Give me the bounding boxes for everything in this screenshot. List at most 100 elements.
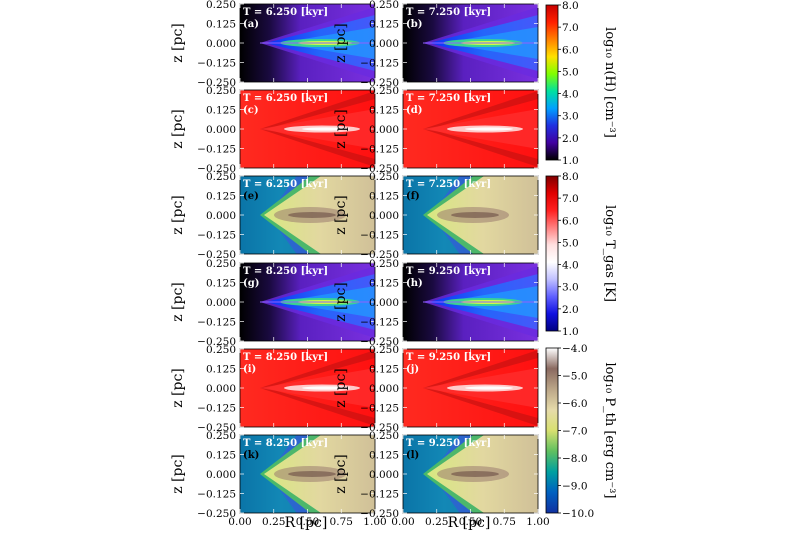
y-tick-label: 0.250 [206,85,236,97]
panel-time-label: T = 8.250 [kyr] [243,266,328,277]
x-tick-label: 1.00 [526,516,549,528]
y-tick-label: −0.125 [360,58,399,70]
y-tick-label: 0.125 [206,278,236,290]
y-tick-label: 0.125 [369,19,399,31]
colorbar-tick-label: 8.0 [562,0,579,12]
panel-time-label: T = 6.250 [kyr] [243,93,328,104]
panel-time-label: T = 9.250 [kyr] [406,352,491,363]
colorbar-tick-label: 7.0 [562,22,579,34]
y-tick-label: −0.125 [360,403,399,415]
y-axis-label: z [pc] [333,454,349,494]
panel-c: T = 6.250 [kyr](c) [239,89,376,169]
panel-j: T = 9.250 [kyr](j) [402,348,539,428]
y-tick-label: 0.125 [206,191,236,203]
y-tick-label: −0.250 [360,163,399,175]
y-tick-label: 0.125 [369,105,399,117]
panel-h: T = 9.250 [kyr](h) [402,262,539,342]
y-tick-label: 0.250 [206,0,236,11]
y-tick-label: −0.250 [360,422,399,434]
colorbar-tick-label: 6.0 [562,215,579,227]
panel-e: T = 6.250 [kyr](e) [239,175,376,255]
y-tick-label: 0.125 [369,364,399,376]
x-tick-label: 0.50 [296,516,319,528]
colorbar-tick-label: 3.0 [562,111,579,123]
y-tick-label: 0.000 [369,210,399,222]
colorbar-tick-label: −9.0 [562,481,588,493]
x-axis-label-right: R [pc] [448,515,491,531]
y-axes: 0.250 0.125 0.000 −0.125 −0.250 z [pc] 0.250 0.… [170,0,399,520]
colorbar-tick-label: 6.0 [562,44,579,56]
panel-l: T = 9.250 [kyr](l) [402,434,539,514]
colorbar-label: log₁₀ P_th [erg cm⁻³] [602,362,617,498]
y-tick-label: 0.000 [369,383,399,395]
y-tick-label: −0.250 [197,163,236,175]
colorbar-tick-label: −10.0 [562,508,594,520]
panel-i: T = 8.250 [kyr](i) [239,348,376,428]
y-tick-label: 0.125 [206,19,236,31]
x-tick-label: 0.75 [493,516,516,528]
panel-b: T = 7.250 [kyr](b) [402,3,539,83]
colorbar-tick-label: 4.0 [562,260,579,272]
y-tick-label: 0.000 [369,124,399,136]
colorbar-tick-label: 8.0 [562,171,579,183]
y-tick-label: 0.125 [206,105,236,117]
y-tick-label: 0.250 [369,258,399,270]
y-axis-label: z [pc] [333,109,349,149]
colorbar-tick-label: −6.0 [562,398,588,410]
y-tick-label: 0.125 [369,191,399,203]
y-tick-label: −0.250 [197,422,236,434]
y-tick-label: −0.125 [360,144,399,156]
y-tick-label: 0.250 [206,430,236,442]
y-tick-label: 0.000 [206,124,236,136]
colorbar-tick-label: 1.0 [562,326,579,338]
x-tick-label: 0.50 [459,516,482,528]
x-tick-label: 0.75 [330,516,353,528]
x-axes: 0.00 0.25 0.50 0.75 1.00 0.00 0.25 0.50 0.75 1.00 [228,516,549,528]
panel-grid: T = 6.250 [kyr](a)T = 7.250 [kyr](b)T = … [239,3,539,514]
x-tick-label: 0.25 [425,516,448,528]
y-tick-label: 0.125 [369,278,399,290]
panel-letter: (e) [243,191,259,202]
panel-time-label: T = 7.250 [kyr] [406,93,491,104]
x-tick-label: 0.25 [262,516,285,528]
y-tick-label: 0.250 [206,171,236,183]
colorbar-tick-label: 1.0 [562,155,579,167]
y-tick-label: 0.250 [369,344,399,356]
y-axis-label: z [pc] [170,195,186,235]
y-tick-label: −0.250 [197,249,236,261]
x-tick-label: 0.00 [391,516,414,528]
panel-time-label: T = 8.250 [kyr] [243,438,328,449]
x-axis-label-left: R [pc] [285,515,328,531]
panel-letter: (c) [243,105,259,116]
y-tick-label: 0.250 [206,258,236,270]
colorbar-tick-label: 5.0 [562,237,579,249]
y-tick-label: 0.125 [206,450,236,462]
y-tick-label: 0.125 [206,364,236,376]
panel-time-label: T = 8.250 [kyr] [243,352,328,363]
y-tick-label: −0.125 [197,144,236,156]
panel-letter: (d) [406,105,422,116]
panel-f: T = 7.250 [kyr](f) [402,175,539,255]
y-tick-label: 0.000 [206,210,236,222]
panel-k: T = 8.250 [kyr](k) [239,434,376,514]
panel-a: T = 6.250 [kyr](a) [239,3,376,83]
y-tick-label: −0.125 [360,317,399,329]
panel-d: T = 7.250 [kyr](d) [402,89,539,169]
panel-letter: (i) [243,364,256,375]
y-axis-label: z [pc] [170,454,186,494]
panel-letter: (l) [406,450,419,461]
colorbar-temperature: 8.0 7.0 6.0 5.0 4.0 3.0 2.0 1.0 log₁₀ T_gas [K] [545,171,617,338]
y-tick-label: −0.250 [197,508,236,520]
y-tick-label: 0.125 [369,450,399,462]
panel-g: T = 8.250 [kyr](g) [239,262,376,342]
y-tick-label: −0.125 [197,230,236,242]
colorbars: 8.0 7.0 6.0 5.0 4.0 3.0 2.0 1.0 log₁₀ n(H) [cm⁻³… [545,0,617,520]
colorbar-pressure: −4.0 −5.0 −6.0 −7.0 −8.0 −9.0 −10.0 log₁₀ P_th … [545,343,617,520]
y-tick-label: −0.250 [360,336,399,348]
colorbar-tick-label: −4.0 [562,343,588,355]
colorbar-tick-label: 4.0 [562,89,579,101]
panel-time-label: T = 9.250 [kyr] [406,266,491,277]
colorbar-tick-label: 2.0 [562,304,579,316]
colorbar-tick-label: −8.0 [562,453,588,465]
